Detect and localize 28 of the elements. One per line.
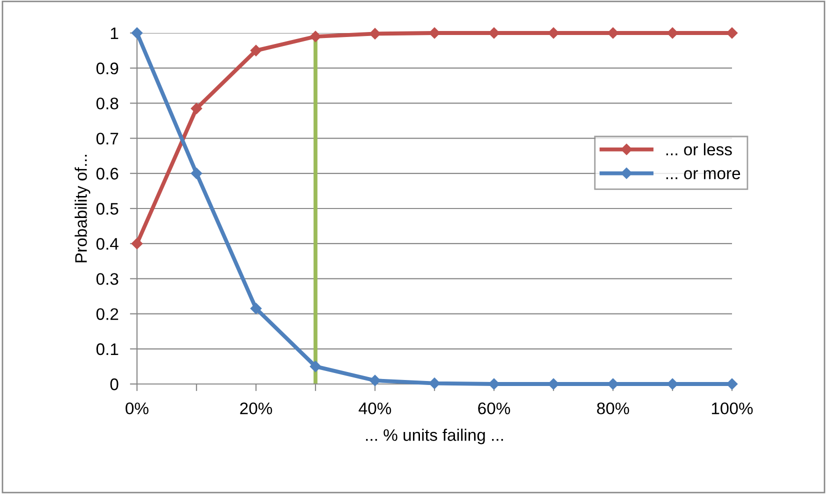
y-tick-label: 0.4 <box>96 238 118 250</box>
y-tick-label: 0.3 <box>96 273 118 285</box>
point <box>310 360 322 372</box>
y-axis-title: Probability of... <box>74 154 90 262</box>
y-tick-label: 1 <box>110 28 118 40</box>
x-tick-label: 20% <box>240 402 272 414</box>
y-tick-label: 0.8 <box>96 98 118 110</box>
y-tick-label: 0 <box>110 378 118 390</box>
legend-label: ... or more <box>666 170 740 180</box>
y-tick-label: 0.5 <box>96 202 118 215</box>
point <box>250 302 262 314</box>
y-tick-label: 0.1 <box>96 343 118 356</box>
x-tick-label: 80% <box>597 402 630 414</box>
x-tick-label: 40% <box>358 402 392 414</box>
x-axis-title: ... % units failing ... <box>366 428 503 444</box>
x-tick-label: 100% <box>712 402 753 414</box>
y-tick-label: 0.7 <box>96 132 118 145</box>
point <box>310 30 322 42</box>
point <box>190 168 202 180</box>
y-tick-label: 0.2 <box>96 308 118 320</box>
point <box>190 102 202 114</box>
point <box>369 374 381 386</box>
point <box>250 44 262 56</box>
y-tick-label: 0.9 <box>96 62 118 74</box>
y-tick-label: 0.6 <box>96 168 118 180</box>
x-tick-label: 0% <box>126 402 148 414</box>
x-tick-label: 60% <box>478 402 510 414</box>
legend-label: ... or less <box>666 143 732 156</box>
